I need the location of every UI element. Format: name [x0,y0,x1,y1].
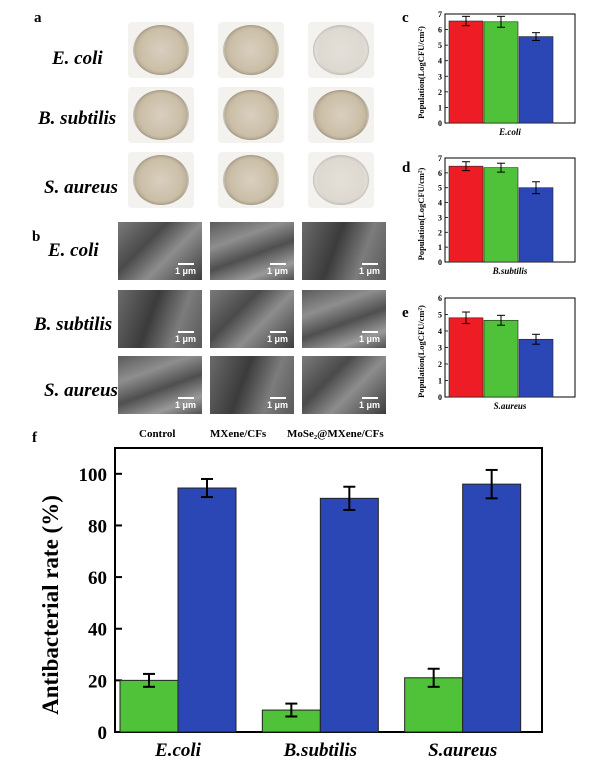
x-tick-label: E.coli [154,740,202,761]
chart-c: 0 1 2 3 4 5 6 7 E.coli Population(LogCFU/cm²) [416,10,576,137]
y-tick-label: 6 [438,294,442,303]
petri-dish-saureus-mxene [218,152,284,208]
sem-image-ecoli-mose2: 1 μm [302,222,386,280]
y-tick-label: 2 [438,88,442,97]
sem-image-saureus-mose2: 1 μm [302,356,386,414]
panel-b-letter: b [32,229,41,245]
bar-mose2 [319,497,379,733]
bar-mose2 [462,483,522,733]
panel-b-label-bsubtilis: B. subtilis [34,314,113,335]
bar-mxene [119,679,179,733]
y-tick-label: 0 [438,258,442,267]
bar-mxene [483,167,519,263]
sem-image-bsubtilis-control: 1 μm [118,290,202,348]
chart-f: 0 20 40 60 80 100 E.coli B.subtilis S.aureus Anti… [38,447,543,761]
x-tick-label: S.aureus [428,740,497,761]
x-tick-label: B.subtilis [283,740,357,761]
y-tick-label: 2 [438,360,442,369]
scale-bar-label: 1 μm [174,334,196,344]
y-tick-label: 5 [438,41,442,50]
y-tick-label: 4 [438,327,442,336]
scale-bar-label: 1 μm [174,400,196,410]
y-tick-label: 80 [88,516,107,537]
y-tick-label: 1 [438,103,442,112]
bar-control [448,165,484,263]
y-tick-label: 6 [438,169,442,178]
petri-dish-saureus-control [128,152,194,208]
panel-c-letter: c [402,10,409,26]
y-axis-label: Antibacterial rate (%) [38,495,63,715]
y-tick-label: 7 [438,10,442,19]
sem-image-saureus-control: 1 μm [118,356,202,414]
x-axis-label: B.subtilis [492,266,528,276]
y-tick-label: 100 [79,465,108,486]
bar-mose2 [518,187,554,263]
y-tick-label: 2 [438,228,442,237]
sem-image-saureus-mxene: 1 μm [210,356,294,414]
panel-d-letter: d [402,160,411,176]
panel-e-letter: e [402,305,409,321]
y-tick-label: 40 [88,620,107,641]
bar-mose2 [177,487,237,733]
y-tick-label: 5 [438,184,442,193]
panel-a-label-ecoli: E. coli [52,48,103,69]
y-tick-label: 7 [438,154,442,163]
y-tick-label: 1 [438,377,442,386]
panel-b-label-saureus: S. aureus [44,380,118,401]
sem-image-ecoli-control: 1 μm [118,222,202,280]
y-tick-label: 20 [88,671,107,692]
scale-bar-label: 1 μm [266,334,288,344]
panel-a-label-saureus: S. aureus [44,177,118,198]
petri-dish-bsubtilis-control [128,87,194,143]
scale-bar-label: 1 μm [174,266,196,276]
y-tick-label: 1 [438,243,442,252]
petri-dish-bsubtilis-mxene [218,87,284,143]
chart-e: 0 1 2 3 4 5 6 S.aureus Population(LogCFU/cm²) [416,294,576,411]
chart-d: 0 1 2 3 4 5 6 7 B.subtilis Population(LogCFU/cm²) [416,154,576,276]
y-tick-label: 0 [98,723,108,744]
petri-dish-saureus-mose2 [308,152,374,208]
y-tick-label: 6 [438,26,442,35]
y-axis-label: Population(LogCFU/cm²) [416,167,426,260]
legend-mxene: MXene/CFs [210,428,267,440]
legend-control: Control [139,428,176,440]
y-tick-label: 0 [438,119,442,128]
scale-bar-label: 1 μm [358,266,380,276]
bar-mxene [483,319,519,398]
scale-bar-label: 1 μm [266,400,288,410]
petri-dish-ecoli-control [128,22,194,78]
y-tick-label: 4 [438,199,442,208]
petri-dish-ecoli-mose2 [308,22,374,78]
panel-a-label-bsubtilis: B. subtilis [38,108,117,129]
y-tick-label: 5 [438,311,442,320]
bar-mose2 [518,36,554,124]
y-tick-label: 60 [88,568,107,589]
y-tick-label: 3 [438,72,442,81]
petri-dish-ecoli-mxene [218,22,284,78]
panel-b-label-ecoli: E. coli [48,240,99,261]
y-tick-label: 0 [438,393,442,402]
legend-mose2: MoSe₂@MXene/CFs [287,428,384,440]
scale-bar-label: 1 μm [358,334,380,344]
y-tick-label: 3 [438,344,442,353]
y-tick-label: 3 [438,213,442,222]
bar-mxene [483,21,519,124]
y-axis-label: Population(LogCFU/cm²) [416,26,426,119]
y-tick-label: 4 [438,57,442,66]
petri-dish-bsubtilis-mose2 [308,87,374,143]
sem-image-bsubtilis-mose2: 1 μm [302,290,386,348]
sem-image-bsubtilis-mxene: 1 μm [210,290,294,348]
bar-mose2 [518,338,554,398]
x-axis-label: S.aureus [494,401,527,411]
panel-a-letter: a [34,10,42,26]
panel-f-letter: f [32,430,37,446]
bar-control [448,20,484,124]
bar-control [448,317,484,398]
sem-image-ecoli-mxene: 1 μm [210,222,294,280]
x-axis-label: E.coli [498,127,521,137]
y-axis-label: Population(LogCFU/cm²) [416,305,426,398]
scale-bar-label: 1 μm [266,266,288,276]
scale-bar-label: 1 μm [358,400,380,410]
